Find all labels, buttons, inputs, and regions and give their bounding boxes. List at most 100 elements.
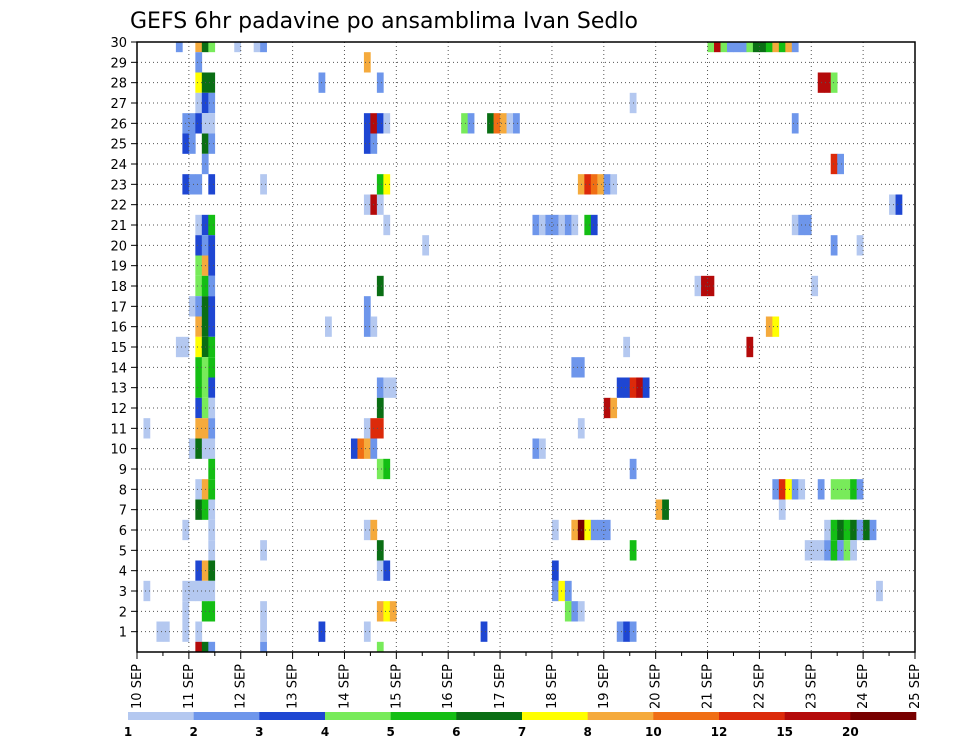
heatmap-cell xyxy=(234,42,242,53)
heatmap-cell xyxy=(701,275,708,297)
heatmap-cell xyxy=(830,540,838,561)
heatmap-cell xyxy=(195,113,203,134)
heatmap-cell xyxy=(889,194,896,215)
heatmap-cell xyxy=(863,519,870,541)
colorbar-swatch xyxy=(456,712,523,720)
heatmap-cell xyxy=(208,641,216,652)
heatmap-cell xyxy=(376,418,384,439)
heatmap-cell xyxy=(195,438,203,459)
heatmap-cell xyxy=(260,621,267,642)
heatmap-cell xyxy=(195,560,203,581)
heatmap-cell xyxy=(642,377,650,398)
heatmap-cell xyxy=(208,214,216,236)
heatmap-cell xyxy=(208,42,216,53)
heatmap-cell xyxy=(791,214,799,236)
heatmap-cell xyxy=(590,174,598,195)
y-tick-label: 4 xyxy=(119,565,127,580)
y-tick-label: 28 xyxy=(110,77,127,92)
heatmap-cell xyxy=(856,235,864,256)
heatmap-cell xyxy=(752,42,760,53)
y-tick-label: 8 xyxy=(119,483,127,498)
heatmap-cell xyxy=(208,519,216,541)
heatmap-cell xyxy=(824,540,832,561)
heatmap-cell xyxy=(843,519,851,541)
heatmap-cell xyxy=(383,458,391,480)
heatmap-cell xyxy=(616,377,624,398)
heatmap-cell xyxy=(551,214,559,236)
heatmap-cell xyxy=(636,377,643,398)
heatmap-cell xyxy=(195,641,203,652)
heatmap-cell xyxy=(616,621,624,642)
heatmap-cell xyxy=(765,42,773,53)
heatmap-cell xyxy=(383,601,391,622)
heatmap-cell xyxy=(623,621,631,642)
heatmap-cell xyxy=(260,601,267,622)
x-tick-label: 10 SEP xyxy=(130,664,145,709)
colorbar-swatch xyxy=(325,712,391,720)
x-tick-label: 11 SEP xyxy=(182,664,197,709)
heatmap-cell xyxy=(383,214,391,236)
heatmap-cell xyxy=(493,113,501,134)
heatmap-cell xyxy=(830,153,838,175)
x-tick-label: 20 SEP xyxy=(649,664,664,709)
heatmap-cell xyxy=(208,601,216,622)
heatmap-cell xyxy=(260,42,267,53)
heatmap-cell xyxy=(195,235,203,256)
heatmap-cell xyxy=(837,153,844,175)
heatmap-cell xyxy=(195,42,203,53)
y-tick-label: 26 xyxy=(110,117,127,132)
y-tick-label: 2 xyxy=(119,605,127,620)
y-tick-label: 22 xyxy=(110,199,127,214)
heatmap-cell xyxy=(772,479,780,500)
colorbar-label: 8 xyxy=(583,725,591,739)
heatmap-cell xyxy=(208,397,216,419)
heatmap-cell xyxy=(487,113,494,134)
heatmap-cell xyxy=(188,113,196,134)
heatmap-cell xyxy=(811,540,819,561)
y-tick-label: 1 xyxy=(119,626,127,641)
heatmap-cell xyxy=(195,275,203,297)
heatmap-cell xyxy=(195,214,203,236)
heatmap-cell xyxy=(778,499,786,520)
heatmap-cell xyxy=(253,42,261,53)
y-tick-label: 30 xyxy=(110,36,127,51)
heatmap-cell xyxy=(467,113,475,134)
heatmap-cell xyxy=(590,214,598,236)
heatmap-cell xyxy=(376,174,384,195)
y-tick-label: 21 xyxy=(110,219,127,234)
heatmap-cell xyxy=(195,357,203,378)
heatmap-cell xyxy=(856,479,864,500)
y-tick-label: 23 xyxy=(110,178,127,193)
heatmap-cell xyxy=(376,540,384,561)
heatmap-cell xyxy=(188,580,196,602)
heatmap-cell xyxy=(837,540,844,561)
heatmap-cell xyxy=(143,418,151,439)
heatmap-cell xyxy=(791,479,799,500)
heatmap-cell xyxy=(325,316,332,337)
colorbar-label: 3 xyxy=(255,725,263,739)
heatmap-cell xyxy=(603,174,611,195)
colorbar-swatch xyxy=(193,712,260,720)
heatmap-cell xyxy=(208,72,216,93)
heatmap-cell xyxy=(376,72,384,93)
heatmap-cell xyxy=(785,479,793,500)
heatmap-cell xyxy=(739,42,747,53)
heatmap-cell xyxy=(603,519,611,541)
heatmap-cell xyxy=(188,174,196,195)
colorbar-label: 7 xyxy=(518,725,526,739)
heatmap-cell xyxy=(195,72,203,93)
heatmap-cell xyxy=(350,438,358,459)
y-tick-label: 25 xyxy=(110,138,127,153)
heatmap-cell xyxy=(208,113,216,134)
colorbar-swatch xyxy=(850,712,917,720)
colorbar-swatch xyxy=(128,712,194,720)
y-tick-label: 9 xyxy=(119,463,127,478)
axes: 1234567891011121314151617181920212223242… xyxy=(110,36,923,709)
heatmap-cell xyxy=(584,174,592,195)
y-tick-label: 29 xyxy=(110,56,127,71)
y-tick-label: 6 xyxy=(119,524,127,539)
heatmap-cell xyxy=(571,214,579,236)
colorbar-label: 12 xyxy=(711,725,728,739)
heatmap-cell xyxy=(175,42,183,53)
y-tick-label: 27 xyxy=(110,97,127,112)
